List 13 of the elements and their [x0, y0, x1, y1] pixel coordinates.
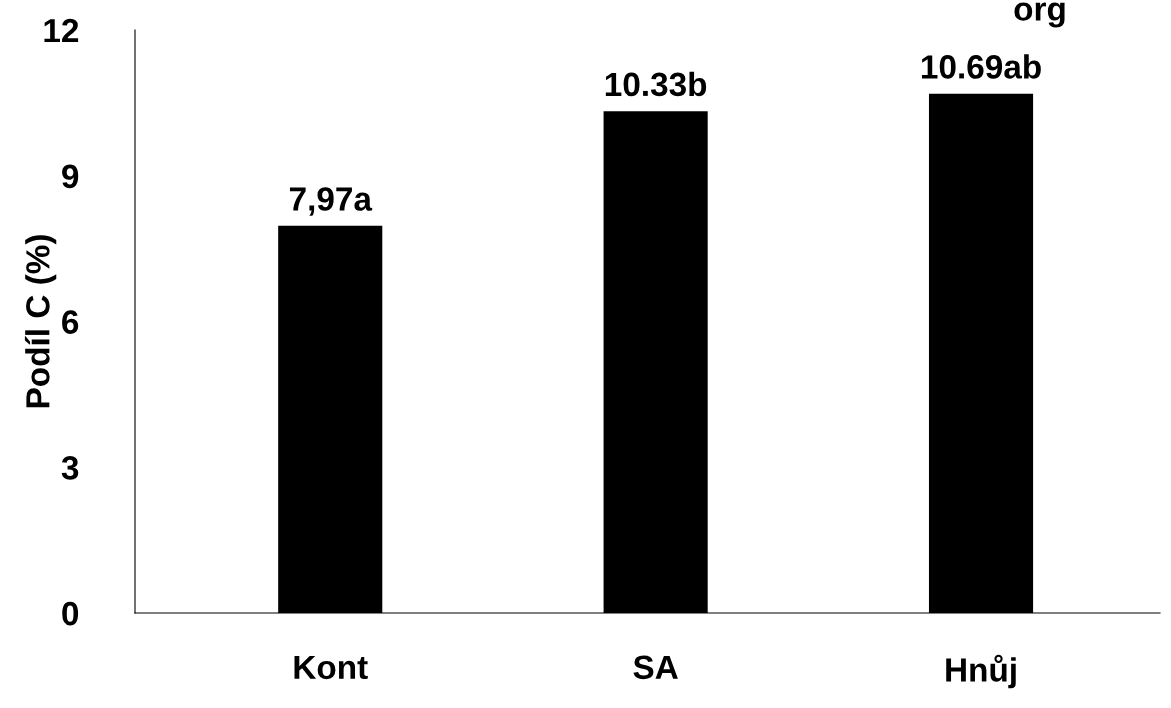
y-tick-label: 3: [61, 456, 79, 480]
y-tick-label: 9: [62, 164, 79, 189]
y-axis-title: Podíl C (%): [24, 235, 57, 408]
y-tick-label: 6: [62, 310, 79, 334]
x-tick-label: Hnůj: [946, 654, 1016, 689]
text: org: [1014, 2, 1065, 28]
y-tick-label: 12: [44, 18, 79, 43]
data-label: 10.69ab: [921, 54, 1041, 79]
data-label: 10.33b: [605, 71, 707, 97]
x-tick-label: Kont: [294, 655, 368, 680]
data-label: 7,97a: [289, 187, 373, 216]
x-tick-label: SA: [633, 655, 678, 680]
y-tick-label: 0: [62, 601, 79, 626]
